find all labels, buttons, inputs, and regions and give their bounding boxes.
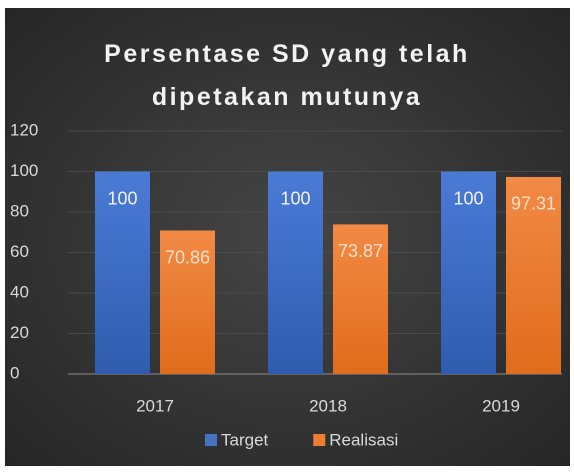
legend-label: Target (221, 430, 269, 449)
bar (95, 171, 150, 374)
bar (441, 171, 496, 374)
data-label: 100 (107, 188, 137, 208)
data-label: 100 (280, 188, 310, 208)
y-tick-label: 40 (10, 282, 29, 301)
legend-swatch (313, 434, 326, 446)
x-tick-label: 2018 (309, 396, 347, 415)
data-label: 73.87 (338, 241, 383, 261)
x-tick-label: 2017 (136, 396, 174, 415)
x-tick-label: 2019 (482, 396, 520, 415)
y-tick-label: 0 (10, 363, 19, 382)
data-label: 100 (453, 188, 483, 208)
chart-title: Persentase SD yang telah dipetakan mutun… (104, 40, 470, 111)
y-tick-label: 100 (10, 161, 38, 180)
legend-label: Realisasi (329, 430, 398, 449)
data-label: 70.86 (165, 247, 210, 267)
y-tick-label: 120 (10, 120, 38, 139)
bar (268, 171, 323, 374)
bar (160, 230, 215, 374)
legend-swatch (205, 434, 217, 446)
data-label: 97.31 (511, 194, 556, 214)
y-tick-label: 20 (10, 323, 29, 342)
bar (333, 224, 388, 374)
y-tick-label: 60 (10, 242, 29, 261)
bar (506, 176, 561, 374)
y-tick-label: 80 (10, 201, 29, 220)
